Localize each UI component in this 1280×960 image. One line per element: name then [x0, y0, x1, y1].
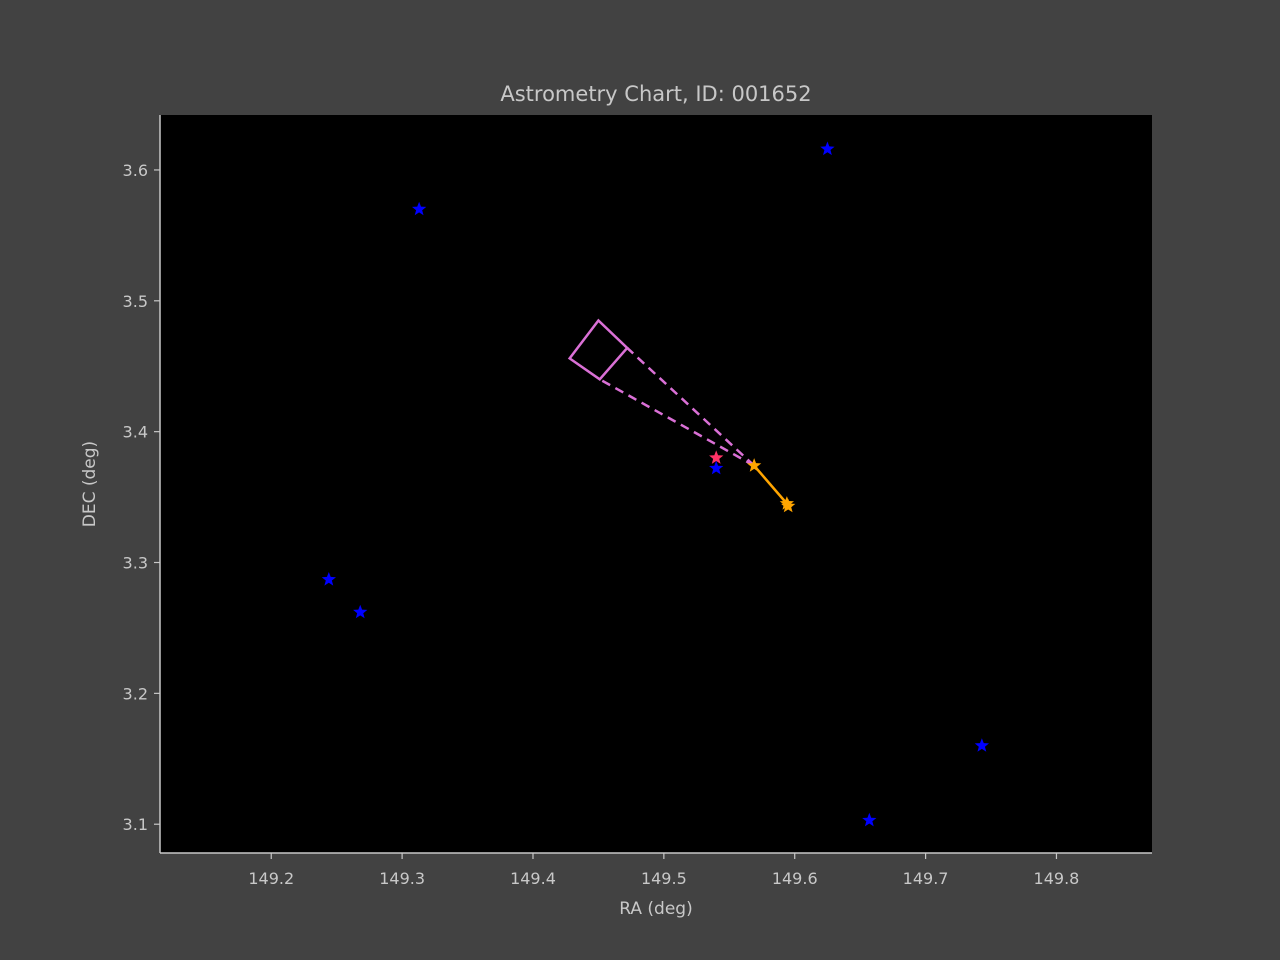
y-tick-label: 3.1: [123, 815, 148, 834]
y-tick-label: 3.4: [123, 423, 148, 442]
field-star-marker: [709, 460, 724, 475]
field-star-marker: [411, 201, 427, 216]
track-point-marker: [747, 458, 762, 472]
y-tick-label: 3.2: [123, 684, 148, 703]
field-star-marker: [353, 604, 368, 619]
y-axis-label: DEC (deg): [80, 441, 100, 527]
x-axis-label: RA (deg): [619, 899, 692, 919]
y-tick-label: 3.6: [123, 161, 148, 180]
field-star-marker: [862, 812, 877, 827]
field-star-marker: [974, 738, 989, 752]
plot-area: [160, 115, 1152, 853]
x-tick-label: 149.6: [772, 869, 818, 888]
y-tick-label: 3.5: [123, 292, 148, 311]
fov-box: [567, 318, 629, 381]
y-tick-label: 3.3: [123, 554, 148, 573]
x-tick-label: 149.5: [641, 869, 687, 888]
chart-title: Astrometry Chart, ID: 001652: [500, 82, 811, 106]
target-star-marker: [709, 450, 724, 464]
x-tick-label: 149.2: [248, 869, 294, 888]
x-tick-label: 149.8: [1034, 869, 1080, 888]
track-point-marker: [781, 498, 796, 513]
x-tick-label: 149.3: [379, 869, 425, 888]
x-tick-label: 149.7: [903, 869, 949, 888]
field-star-marker: [321, 572, 336, 586]
field-star-marker: [820, 141, 835, 156]
x-tick-label: 149.4: [510, 869, 556, 888]
